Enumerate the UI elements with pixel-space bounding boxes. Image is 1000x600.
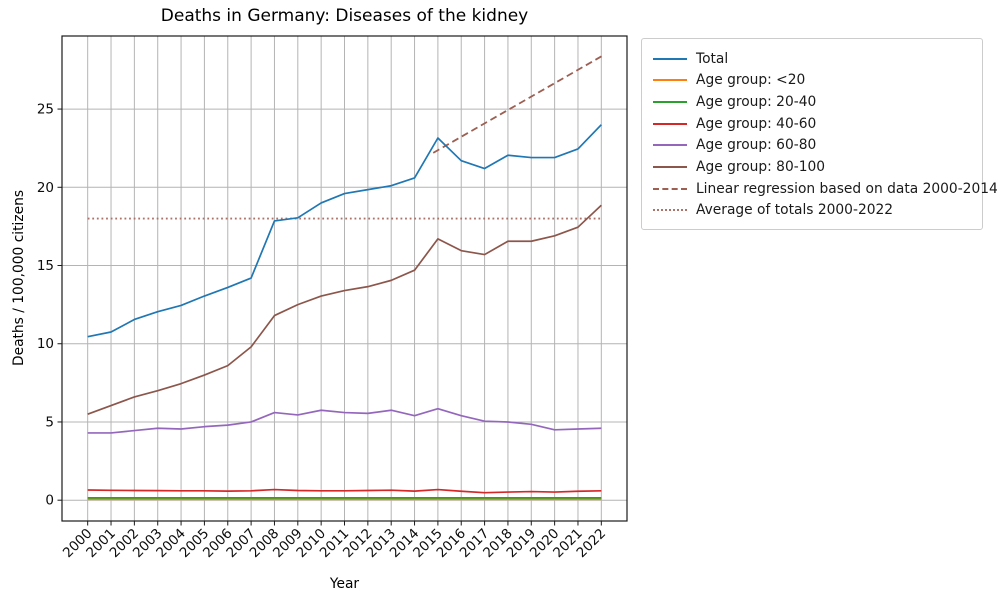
- legend-entry-age-40-60: Age group: 40-60: [653, 113, 972, 135]
- y-tick-label: 25: [37, 102, 54, 118]
- y-tick-label: 0: [45, 493, 54, 509]
- y-tick-label: 5: [45, 414, 54, 430]
- legend-label: Age group: 80-100: [696, 158, 826, 175]
- legend-line-sample-average-of-totals: [653, 209, 687, 212]
- x-axis-label: Year: [329, 576, 360, 592]
- legend-entry-total: Total: [653, 48, 972, 70]
- legend-label: Total: [696, 50, 729, 67]
- legend-label: Age group: 40-60: [696, 115, 817, 132]
- legend: Total Age group: <20 Age group: 20-40 Age g…: [641, 38, 998, 230]
- y-tick-label: 20: [37, 180, 54, 196]
- legend-label: Age group: 20-40: [696, 94, 817, 111]
- y-tick-label: 15: [37, 258, 54, 274]
- legend-line-sample-age-20-40: [653, 101, 687, 104]
- legend-label: Linear regression based on data 2000-201…: [696, 180, 998, 197]
- legend-entry-age-under-20: Age group: <20: [653, 70, 972, 92]
- legend-entry-average-of-totals: Average of totals 2000-2022: [653, 199, 972, 221]
- legend-entry-age-80-100: Age group: 80-100: [653, 156, 972, 178]
- legend-line-sample-age-60-80: [653, 144, 687, 147]
- legend-line-sample-age-under-20: [653, 79, 687, 82]
- legend-line-sample-age-80-100: [653, 165, 687, 168]
- series-age-60-80: [87, 407, 602, 434]
- series-total: [87, 124, 602, 338]
- legend-label: Average of totals 2000-2022: [696, 202, 894, 219]
- legend-line-sample-linear-regression: [653, 187, 687, 190]
- legend-label: Age group: <20: [696, 72, 806, 89]
- legend-entry-linear-regression: Linear regression based on data 2000-201…: [653, 178, 998, 200]
- y-axis-label: Deaths / 100,000 citizens: [11, 189, 27, 367]
- series-age-80-100: [87, 204, 602, 415]
- series-age-40-60: [87, 488, 602, 494]
- legend-line-sample-total: [653, 57, 687, 60]
- legend-entry-age-20-40: Age group: 20-40: [653, 91, 972, 113]
- legend-label: Age group: 60-80: [696, 137, 817, 154]
- chart-title: Deaths in Germany: Diseases of the kidne…: [160, 6, 529, 26]
- legend-entry-age-60-80: Age group: 60-80: [653, 135, 972, 157]
- legend-line-sample-age-40-60: [653, 122, 687, 125]
- y-tick-label: 10: [37, 336, 54, 352]
